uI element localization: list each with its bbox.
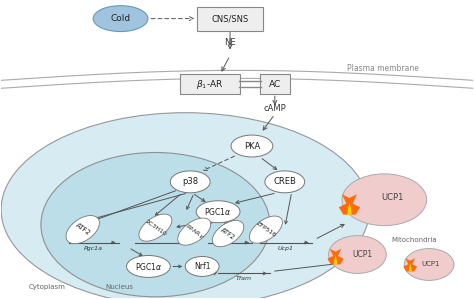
Polygon shape bbox=[403, 258, 417, 271]
Ellipse shape bbox=[178, 218, 211, 245]
Text: Cold: Cold bbox=[110, 14, 131, 23]
Polygon shape bbox=[339, 194, 360, 215]
Text: AC: AC bbox=[269, 80, 281, 89]
Text: Pgc1a: Pgc1a bbox=[84, 245, 103, 251]
FancyBboxPatch shape bbox=[180, 74, 240, 94]
Text: Nrf1: Nrf1 bbox=[194, 262, 210, 271]
Text: Cytoplasm: Cytoplasm bbox=[29, 284, 66, 290]
Text: CREB: CREB bbox=[273, 177, 296, 186]
Text: PGC1$\alpha$: PGC1$\alpha$ bbox=[135, 261, 162, 272]
Polygon shape bbox=[347, 202, 352, 215]
Text: UCP1: UCP1 bbox=[381, 193, 403, 202]
Ellipse shape bbox=[1, 113, 369, 299]
Text: $\beta_1$-AR: $\beta_1$-AR bbox=[196, 78, 224, 91]
Ellipse shape bbox=[127, 256, 170, 277]
FancyBboxPatch shape bbox=[197, 7, 264, 30]
Text: PPAR$\gamma$: PPAR$\gamma$ bbox=[182, 222, 206, 242]
Polygon shape bbox=[409, 263, 412, 271]
Ellipse shape bbox=[170, 171, 210, 193]
Ellipse shape bbox=[265, 171, 305, 193]
Ellipse shape bbox=[139, 214, 172, 241]
Ellipse shape bbox=[93, 6, 148, 32]
Text: ATF2: ATF2 bbox=[74, 222, 91, 237]
Text: UCP1: UCP1 bbox=[422, 261, 440, 268]
Text: PGC1$\alpha$: PGC1$\alpha$ bbox=[204, 206, 232, 217]
Text: p38: p38 bbox=[182, 177, 198, 186]
FancyBboxPatch shape bbox=[260, 74, 290, 94]
Ellipse shape bbox=[185, 257, 219, 276]
Text: UCP1: UCP1 bbox=[352, 250, 373, 259]
Polygon shape bbox=[328, 249, 344, 264]
Ellipse shape bbox=[404, 248, 454, 280]
Text: CNS/SNS: CNS/SNS bbox=[211, 14, 249, 23]
Text: ATF2: ATF2 bbox=[220, 227, 237, 241]
Ellipse shape bbox=[66, 216, 100, 244]
Text: Plasma membrane: Plasma membrane bbox=[347, 64, 419, 73]
Text: PKA: PKA bbox=[244, 141, 260, 150]
Ellipse shape bbox=[196, 201, 240, 223]
Text: Tfam: Tfam bbox=[236, 276, 252, 281]
Ellipse shape bbox=[231, 135, 273, 157]
Polygon shape bbox=[334, 255, 337, 264]
Text: NE: NE bbox=[224, 38, 236, 47]
Text: Mitochondria: Mitochondria bbox=[392, 237, 437, 242]
Text: Nucleus: Nucleus bbox=[106, 284, 134, 290]
Ellipse shape bbox=[41, 152, 270, 297]
Ellipse shape bbox=[328, 236, 386, 273]
Text: ZFP516: ZFP516 bbox=[255, 221, 277, 238]
Text: cAMP: cAMP bbox=[264, 104, 286, 113]
Ellipse shape bbox=[249, 216, 283, 243]
Ellipse shape bbox=[212, 220, 244, 247]
Text: 2C3H10: 2C3H10 bbox=[144, 219, 167, 237]
Ellipse shape bbox=[342, 174, 427, 226]
Text: Ucp1: Ucp1 bbox=[278, 245, 294, 251]
